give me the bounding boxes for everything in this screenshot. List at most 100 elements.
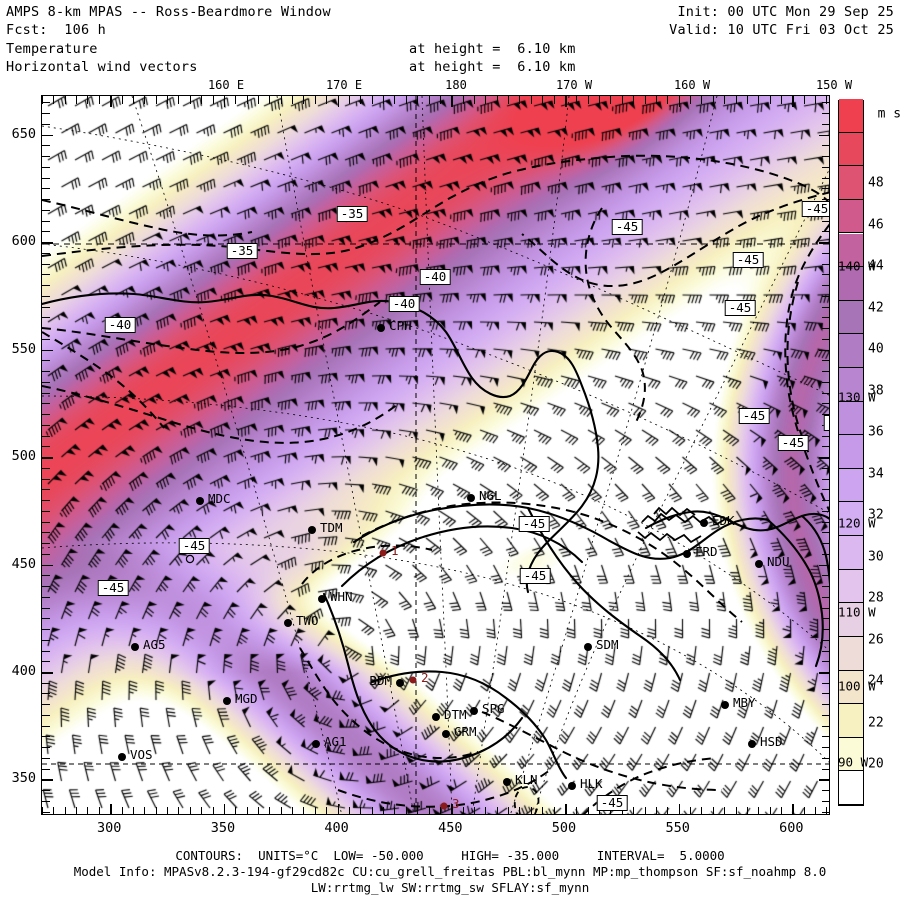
graticule-line-1 bbox=[42, 243, 829, 514]
field-label-wind: Horizontal wind vectors bbox=[6, 59, 198, 75]
colorbar-segment-19 bbox=[839, 132, 863, 167]
contour-label-neg45: -45 bbox=[823, 415, 829, 431]
station-dot-icon bbox=[584, 643, 592, 651]
colorbar-segment-15 bbox=[839, 267, 863, 301]
contour-label-neg35: -35 bbox=[226, 243, 258, 259]
colorbar-segment-11 bbox=[839, 401, 863, 436]
y-axis-tick-label-2: 450 bbox=[11, 555, 36, 572]
station-label: FRD bbox=[695, 544, 718, 559]
contour-label-neg45: -45 bbox=[738, 408, 770, 424]
colorbar-tick-2: 24 bbox=[868, 673, 884, 689]
station-label: EDK bbox=[712, 513, 735, 528]
coastline-6 bbox=[322, 592, 524, 763]
temperature-contour-8 bbox=[42, 331, 165, 429]
map-plot-area[interactable]: -35 -35 -40 -40 -40 -45 -45 -45 -45 -45 -45 -45 -45-… bbox=[41, 95, 830, 815]
contour-label-neg40: -40 bbox=[104, 317, 136, 333]
longitude-label-4: 160 W bbox=[673, 78, 711, 92]
colorbar-segment-17 bbox=[839, 199, 863, 234]
coastline-9 bbox=[800, 514, 829, 584]
station-label: MGD bbox=[235, 691, 258, 706]
x-axis-tick-label-1: 350 bbox=[210, 820, 236, 836]
colorbar-segment-16 bbox=[839, 233, 863, 268]
colorbar-tick-6: 32 bbox=[868, 507, 884, 523]
unlabeled-point-marker bbox=[185, 554, 195, 564]
y-axis-tick-label-6: 650 bbox=[11, 125, 36, 142]
x-axis-tick-label-2: 400 bbox=[324, 820, 349, 836]
height-label-wind: at height = 6.10 km bbox=[409, 59, 576, 75]
colorbar-longitude-label-1: 130 W bbox=[838, 389, 876, 405]
temperature-contour-2 bbox=[42, 385, 399, 444]
station-label: AG1 bbox=[324, 734, 347, 749]
contour-label-neg45: -45 bbox=[519, 568, 551, 584]
station-label: MBY bbox=[733, 695, 756, 710]
station-label: CPH bbox=[389, 318, 412, 333]
map-overlay-layer bbox=[42, 96, 829, 814]
station-label: WHN bbox=[330, 589, 353, 604]
station-label: HLK bbox=[580, 776, 603, 791]
chart-footer: CONTOURS: UNITS=°C LOW= -50.000 HIGH= -3… bbox=[0, 848, 900, 896]
x-axis-tick-label-6: 600 bbox=[779, 820, 804, 836]
colorbar-segment-20 bbox=[839, 99, 863, 133]
colorbar-segment-2 bbox=[839, 704, 863, 738]
coastline-2 bbox=[644, 510, 829, 532]
contour-label-neg45: -45 bbox=[97, 580, 129, 596]
colorbar-tick-7: 34 bbox=[868, 466, 884, 482]
colorbar[interactable] bbox=[838, 99, 864, 806]
station-dot-icon bbox=[432, 713, 440, 721]
graticule-line-6 bbox=[510, 96, 718, 814]
coastline-0 bbox=[42, 292, 600, 594]
height-label-temperature: at height = 6.10 km bbox=[409, 41, 576, 57]
graticule-line-8 bbox=[42, 395, 829, 651]
station-dot-icon bbox=[118, 753, 126, 761]
colorbar-longitude-label-0: 140 W bbox=[838, 258, 876, 274]
graticule-line-0 bbox=[42, 125, 829, 396]
x-axis-tick-label-5: 550 bbox=[665, 820, 690, 836]
contour-label-neg45: -45 bbox=[777, 435, 809, 451]
station-label: 1 bbox=[391, 543, 399, 558]
station-label: VOS bbox=[130, 747, 153, 762]
colorbar-segment-13 bbox=[839, 334, 863, 368]
y-axis-tick-label-1: 400 bbox=[11, 663, 36, 679]
station-dot-icon bbox=[683, 550, 691, 558]
colorbar-segment-4 bbox=[839, 636, 863, 671]
x-axis-tick-label-0: 300 bbox=[97, 820, 122, 836]
field-label-temperature: Temperature bbox=[6, 41, 98, 57]
colorbar-unit-label: m s-1 bbox=[877, 106, 900, 122]
temperature-contour-11 bbox=[337, 769, 551, 808]
forecast-hour: Fcst: 106 h bbox=[6, 22, 106, 38]
coastline-5 bbox=[340, 525, 584, 588]
temperature-contour-13 bbox=[786, 281, 811, 457]
station-dot-icon bbox=[470, 707, 478, 715]
y-axis-tick-label-3: 500 bbox=[11, 448, 36, 465]
station-dot-icon bbox=[409, 676, 417, 684]
longitude-label-1: 170 E bbox=[325, 78, 363, 92]
station-label: MDC bbox=[208, 491, 231, 506]
graticule-line-9 bbox=[42, 542, 829, 763]
colorbar-segment-12 bbox=[839, 367, 863, 402]
valid-time: Valid: 10 UTC Fri 03 Oct 25 bbox=[669, 22, 894, 38]
station-label: TDM bbox=[320, 520, 343, 535]
colorbar-tick-4: 28 bbox=[868, 590, 884, 606]
coastline-7 bbox=[370, 670, 568, 780]
temperature-contour-6 bbox=[361, 501, 743, 623]
contour-label-neg45: -45 bbox=[178, 538, 210, 554]
colorbar-segment-18 bbox=[839, 166, 863, 200]
colorbar-segment-7 bbox=[839, 536, 863, 570]
longitude-label-2: 180 bbox=[445, 78, 467, 92]
contour-label-neg45: -45 bbox=[518, 516, 550, 532]
contour-label-neg45: -45 bbox=[596, 795, 628, 811]
contour-info: CONTOURS: UNITS=°C LOW= -50.000 HIGH= -3… bbox=[175, 848, 725, 863]
station-label: 2 bbox=[421, 670, 429, 685]
station-dot-icon bbox=[467, 494, 475, 502]
contour-label-neg45: -45 bbox=[801, 201, 829, 217]
colorbar-segment-9 bbox=[839, 468, 863, 503]
station-label: BDM bbox=[369, 673, 392, 688]
graticule-line-7 bbox=[534, 169, 829, 814]
colorbar-tick-13: 46 bbox=[868, 217, 884, 233]
temperature-contour-closed bbox=[513, 786, 540, 814]
station-dot-icon bbox=[312, 740, 320, 748]
contour-label-neg40: -40 bbox=[388, 296, 420, 312]
colorbar-tick-3: 26 bbox=[868, 632, 884, 648]
station-dot-icon bbox=[318, 595, 326, 603]
graticule-line-3 bbox=[276, 96, 415, 814]
